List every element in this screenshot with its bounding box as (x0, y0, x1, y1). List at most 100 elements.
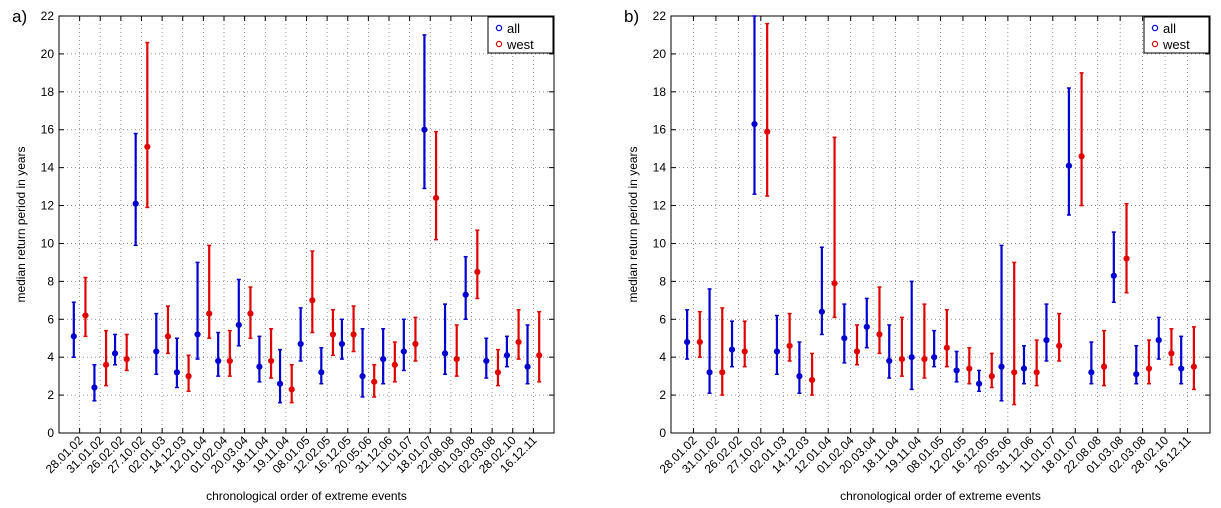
median-point (318, 369, 325, 376)
median-point (831, 280, 838, 287)
median-point (91, 384, 98, 391)
median-point (494, 369, 502, 376)
median-point (1033, 369, 1040, 376)
y-tick-label: 6 (659, 312, 666, 326)
median-point (966, 365, 973, 372)
median-point (808, 376, 816, 384)
median-point (371, 378, 378, 385)
median-point (111, 350, 119, 357)
median-point (1190, 363, 1197, 370)
median-point (796, 373, 803, 380)
median-point (102, 361, 110, 368)
median-point (185, 373, 192, 380)
legend-label-west: west (1162, 37, 1190, 52)
y-tick-label: 4 (47, 350, 54, 364)
median-point (975, 380, 983, 387)
y-tick-label: 20 (653, 47, 667, 61)
median-point (226, 357, 233, 365)
median-point (276, 380, 284, 387)
median-point (706, 369, 713, 376)
median-point (256, 363, 263, 370)
median-point (441, 350, 449, 357)
y-axis-label: median return period in years (626, 146, 640, 302)
y-tick-label: 22 (653, 9, 667, 23)
median-point (943, 344, 950, 351)
median-point (235, 321, 242, 329)
median-point (153, 348, 160, 355)
median-point (432, 194, 440, 202)
median-point (515, 338, 522, 346)
y-tick-label: 20 (41, 47, 55, 61)
median-point (953, 367, 960, 374)
median-point (863, 323, 870, 330)
y-tick-label: 8 (47, 274, 54, 288)
legend-label-west: west (506, 37, 534, 52)
y-tick-label: 2 (659, 388, 666, 402)
median-point (70, 333, 77, 340)
series-all (684, 15, 1185, 402)
y-tick-label: 6 (47, 312, 54, 326)
y-tick-label: 22 (41, 9, 55, 23)
panel-label: b) (624, 7, 639, 26)
median-point (309, 297, 316, 304)
legend-marker-all (495, 24, 503, 32)
median-point (921, 355, 928, 363)
median-point (297, 340, 304, 348)
y-tick-label: 10 (41, 236, 55, 250)
median-point (350, 331, 357, 338)
legend-marker-all (1151, 24, 1159, 32)
y-tick-label: 10 (653, 236, 667, 250)
median-point (696, 338, 703, 346)
median-point (453, 355, 460, 363)
median-point (684, 338, 691, 346)
median-point (462, 291, 469, 298)
y-tick-label: 0 (659, 426, 666, 440)
median-point (536, 352, 543, 359)
x-axis-label: chronological order of extreme events (840, 489, 1041, 503)
median-point (194, 331, 201, 338)
median-point (741, 348, 748, 355)
median-point (412, 340, 419, 348)
y-tick-label: 12 (653, 199, 667, 213)
y-tick-label: 18 (653, 85, 667, 99)
y-tick-label: 18 (41, 85, 55, 99)
median-point (503, 352, 511, 359)
y-tick-label: 16 (653, 123, 667, 137)
y-tick-label: 16 (41, 123, 55, 137)
median-point (841, 335, 848, 342)
median-point (998, 363, 1005, 370)
median-point (206, 310, 213, 317)
y-tick-label: 4 (659, 350, 666, 364)
median-point (123, 355, 130, 363)
series-west (82, 41, 543, 404)
median-point (1110, 272, 1117, 279)
median-point (1043, 337, 1050, 344)
median-point (82, 312, 89, 319)
median-point (380, 355, 387, 363)
series-west (696, 22, 1197, 406)
median-point (886, 357, 893, 365)
grid (59, 16, 554, 433)
median-point (164, 333, 172, 340)
median-point (764, 128, 771, 135)
y-tick-label: 12 (41, 199, 55, 213)
grid (671, 16, 1210, 433)
y-tick-label: 2 (47, 388, 54, 402)
legend-marker-west (495, 40, 503, 48)
median-point (1020, 365, 1028, 372)
y-tick-label: 14 (653, 161, 667, 175)
median-point (786, 342, 793, 349)
median-point (1168, 350, 1175, 357)
median-point (1078, 153, 1085, 160)
median-point (524, 363, 531, 370)
median-point (719, 369, 726, 376)
median-point (483, 357, 490, 365)
median-point (400, 348, 407, 355)
legend-label-all: all (507, 21, 520, 36)
median-point (215, 357, 222, 365)
median-point (338, 340, 346, 348)
median-point (474, 268, 481, 275)
panel-label: a) (12, 7, 27, 26)
